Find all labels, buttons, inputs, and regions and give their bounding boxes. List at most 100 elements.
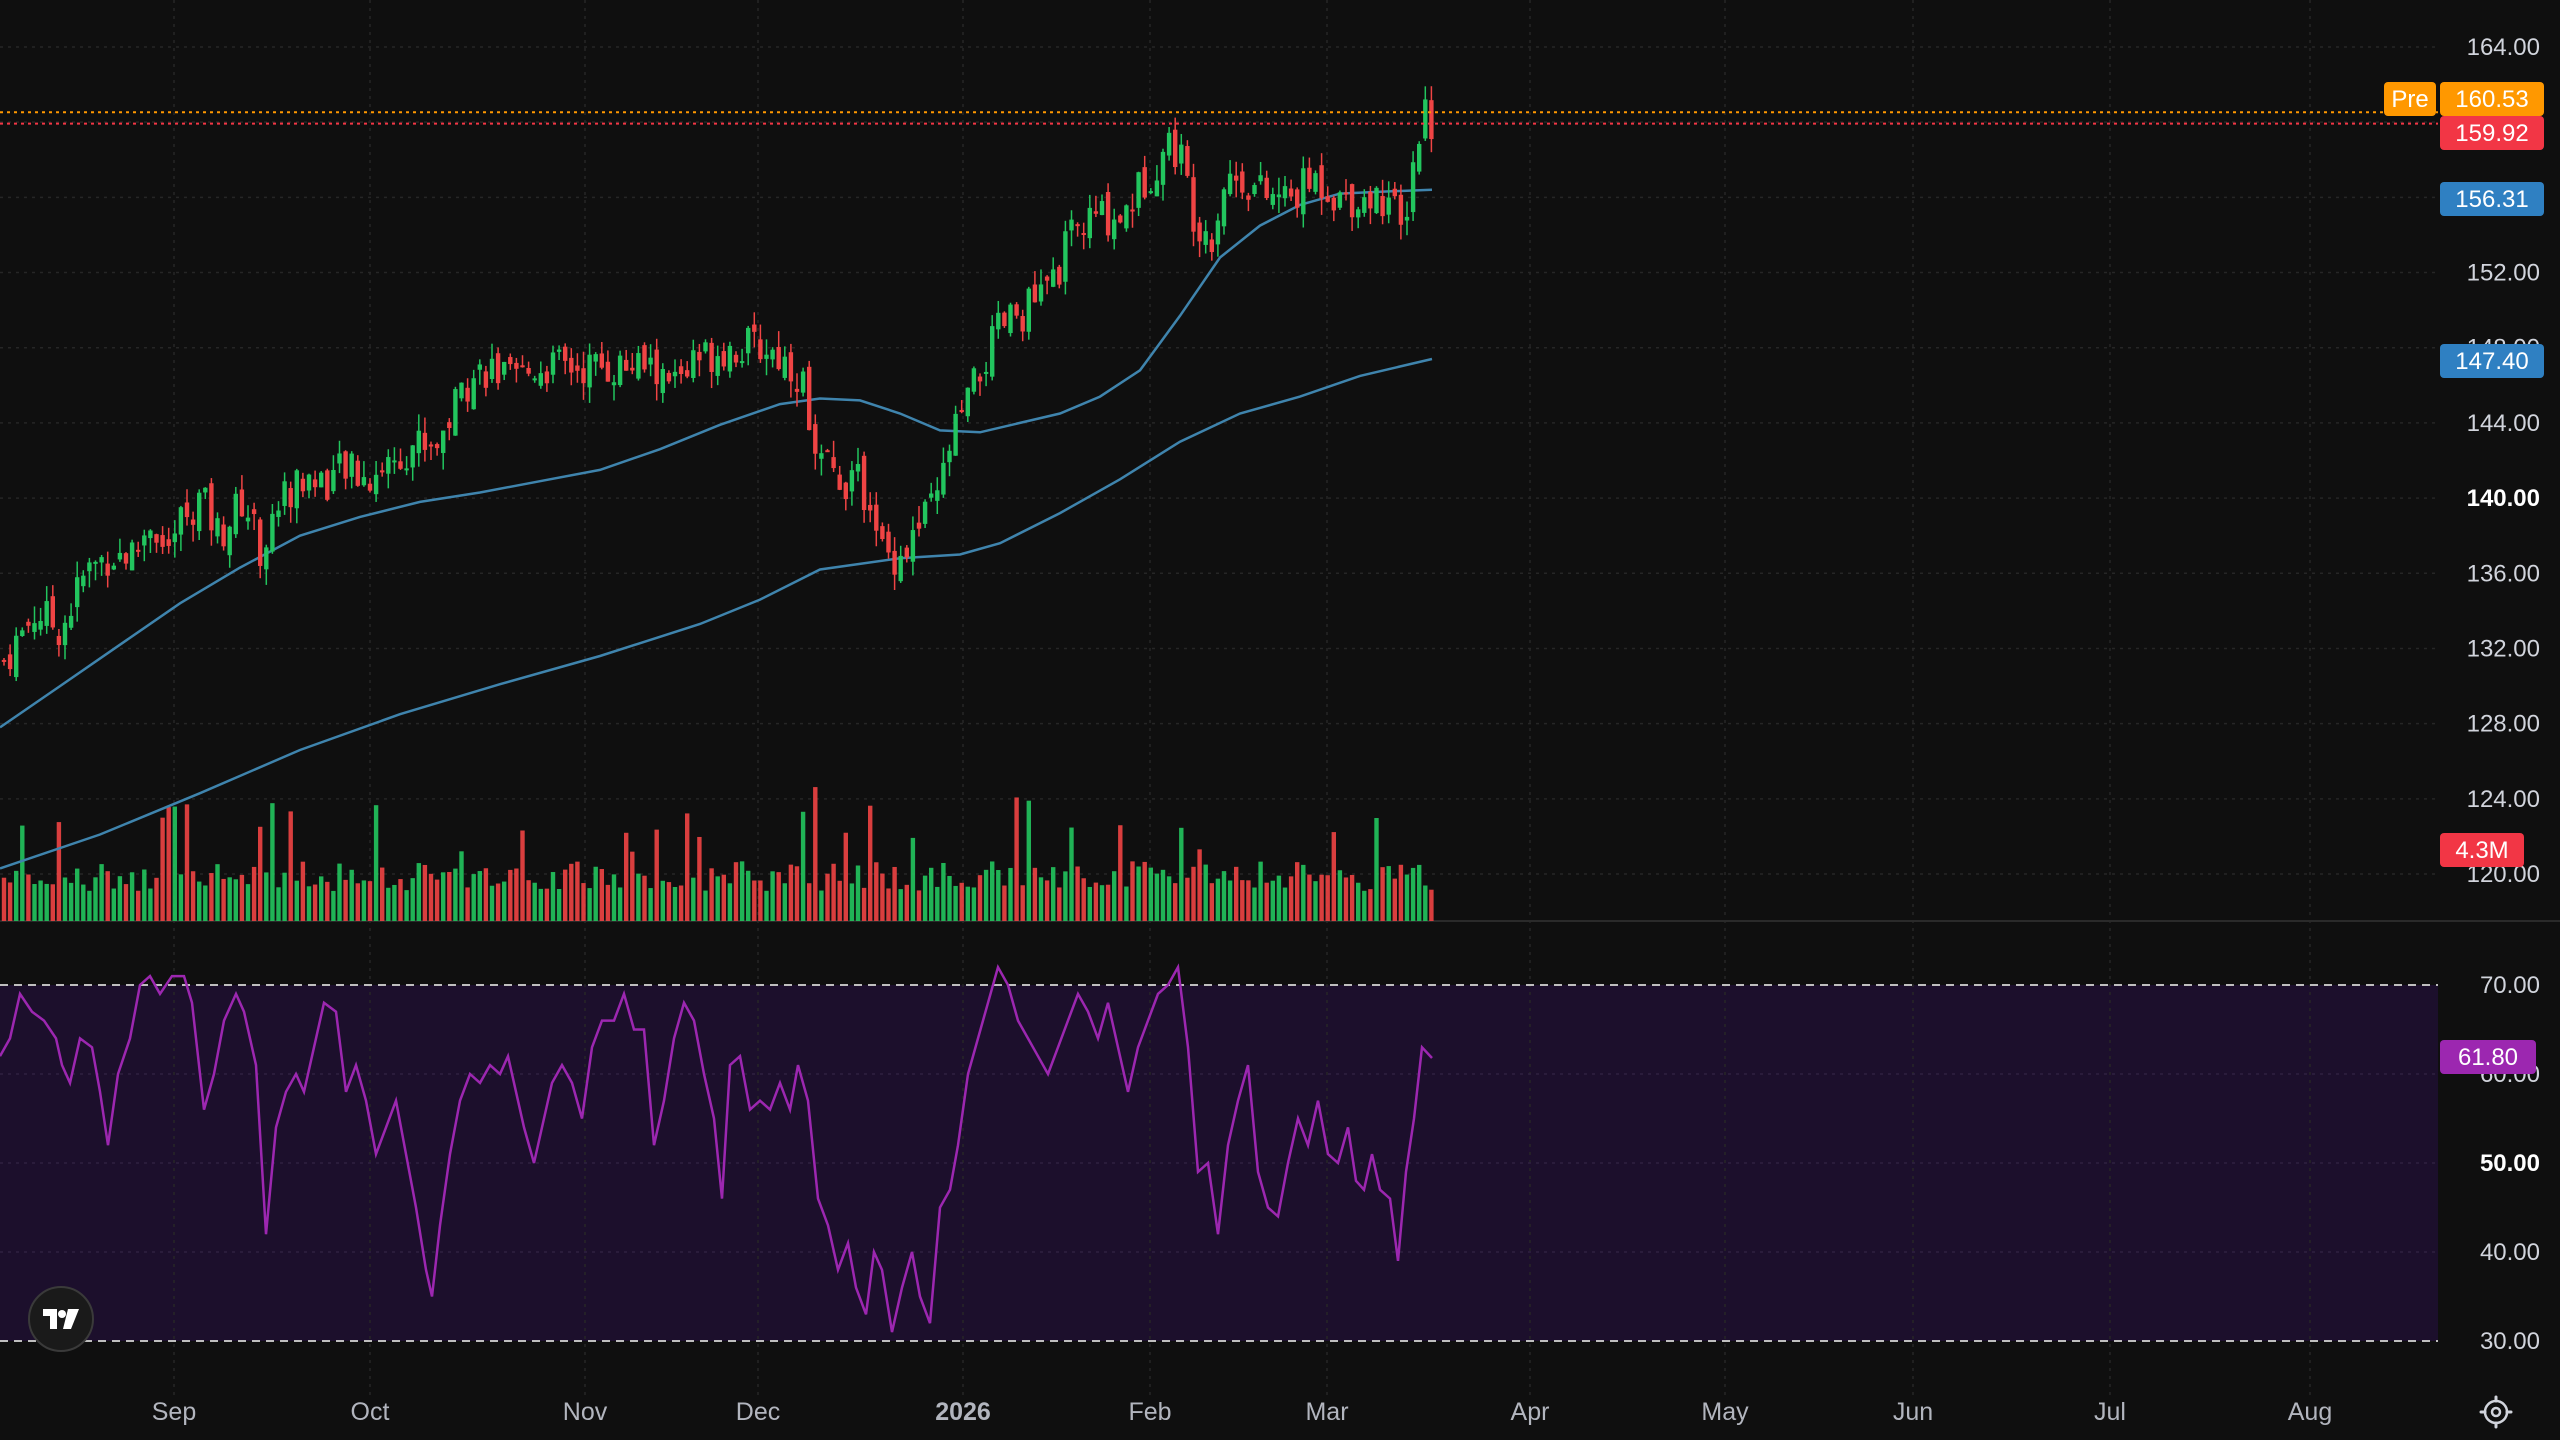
- candle-body: [1215, 220, 1221, 245]
- volume-bar: [569, 863, 574, 921]
- volume-bar: [935, 886, 940, 921]
- volume-bar: [245, 884, 251, 921]
- volume-bar: [178, 874, 184, 921]
- volume-bar: [617, 887, 623, 921]
- candle-body: [422, 432, 428, 450]
- volume-bar: [1063, 871, 1068, 921]
- volume-bar: [849, 883, 855, 921]
- candle-body: [587, 354, 592, 388]
- candle-body: [916, 522, 922, 529]
- candle-body: [642, 345, 647, 370]
- volume-bar: [1014, 797, 1019, 921]
- candle-body: [807, 366, 812, 431]
- volume-bar: [184, 804, 190, 921]
- candle-body: [1313, 173, 1318, 192]
- last-price-text: 159.92: [2455, 120, 2528, 147]
- volume-bar: [1386, 866, 1391, 921]
- candle-body: [416, 430, 421, 454]
- ma-short-tag: 156.31: [2440, 182, 2544, 216]
- candle-body: [1008, 304, 1013, 334]
- candle-body: [837, 474, 842, 490]
- volume-bar: [1093, 882, 1099, 921]
- candle-body: [758, 339, 763, 360]
- volume-bar: [428, 873, 434, 921]
- volume-bar: [447, 871, 452, 921]
- volume-bar: [1417, 864, 1422, 921]
- volume-bar: [727, 883, 733, 921]
- candle-body: [514, 362, 519, 369]
- volume-bar: [721, 874, 726, 921]
- rsi-tag: 61.80: [2440, 1040, 2536, 1074]
- candle-body: [50, 596, 55, 628]
- candle-body: [1099, 201, 1105, 216]
- volume-bar: [32, 884, 37, 921]
- candle-body: [1051, 269, 1056, 287]
- volume-bar: [1209, 883, 1214, 921]
- candle-body: [160, 535, 165, 547]
- candle-body: [1264, 177, 1269, 198]
- volume-bar: [251, 866, 257, 921]
- candle-body: [1343, 192, 1349, 195]
- volume-bar: [489, 885, 495, 921]
- candle-body: [611, 382, 617, 386]
- candle-body: [1136, 172, 1141, 208]
- candle-body: [800, 371, 806, 393]
- candle-body: [709, 342, 714, 372]
- volume-bar: [660, 880, 665, 921]
- volume-bar: [1002, 885, 1007, 921]
- candle-body: [343, 451, 348, 479]
- volume-bar: [142, 869, 147, 921]
- volume-bar: [148, 888, 153, 921]
- volume-bar: [1020, 885, 1025, 921]
- candle-body: [1044, 276, 1050, 281]
- candle-body: [251, 509, 257, 515]
- volume-bar: [971, 887, 977, 921]
- candle-body: [123, 553, 129, 564]
- candle-body: [770, 349, 775, 360]
- volume-bar: [1307, 874, 1312, 921]
- settings-gear-icon[interactable]: [2478, 1394, 2514, 1430]
- volume-bar: [300, 861, 306, 921]
- candle-body: [1166, 132, 1172, 156]
- candle-body: [617, 355, 623, 386]
- candle-body: [203, 487, 208, 493]
- candle-body: [977, 376, 983, 382]
- tradingview-logo-icon[interactable]: [28, 1286, 94, 1352]
- candle-body: [386, 457, 391, 474]
- candle-body: [1191, 177, 1196, 232]
- candle-body: [1057, 266, 1062, 285]
- candle-body: [733, 354, 739, 363]
- volume-bar: [154, 877, 159, 921]
- volume-bar: [1173, 883, 1178, 921]
- volume-bar: [1398, 864, 1404, 921]
- volume-bar: [1313, 881, 1318, 921]
- volume-bar: [1331, 832, 1336, 921]
- candle-body: [782, 356, 787, 378]
- volume-bar: [111, 888, 116, 921]
- candle-body: [825, 450, 830, 453]
- volume-bar: [1136, 866, 1141, 921]
- candle-body: [111, 565, 116, 570]
- volume-bar: [556, 889, 562, 921]
- volume-bar: [959, 882, 964, 921]
- volume-bar: [1295, 862, 1300, 921]
- volume-bar: [855, 865, 861, 921]
- volume-bar: [941, 862, 946, 921]
- volume-bar: [1349, 874, 1355, 921]
- volume-bar: [1166, 876, 1172, 921]
- candle-body: [538, 373, 543, 386]
- candle-body: [569, 357, 574, 373]
- candle-body: [1368, 191, 1373, 209]
- candle-body: [1221, 189, 1227, 227]
- candle-body: [56, 635, 62, 646]
- candle-body: [1142, 167, 1147, 198]
- time-axis[interactable]: Sep Oct Nov Dec 2026 Feb Mar Apr May Jun Jul Aug: [152, 1398, 2332, 1426]
- candle-body: [929, 493, 934, 498]
- candle-body: [1, 659, 7, 662]
- volume-bar: [495, 883, 501, 921]
- candle-body: [776, 347, 781, 370]
- volume-bar: [1038, 877, 1044, 921]
- volume-bar: [776, 872, 781, 921]
- candle-body: [1087, 207, 1092, 239]
